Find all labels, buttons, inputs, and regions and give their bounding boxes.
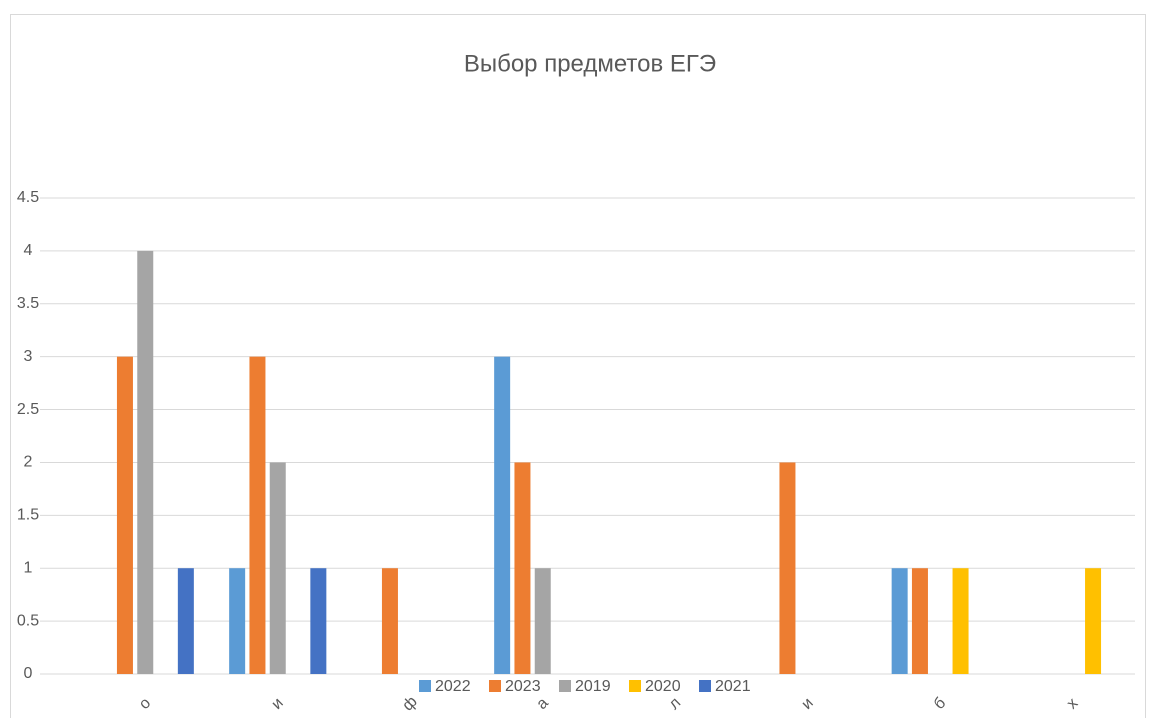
y-tick-label: 0 <box>24 665 33 682</box>
legend-swatch <box>699 680 711 692</box>
bar <box>229 568 246 674</box>
y-tick-label: 1 <box>24 559 33 576</box>
y-tick-label: 4.5 <box>17 189 39 206</box>
bar <box>514 462 531 674</box>
y-tick-label: 3.5 <box>17 295 39 312</box>
legend-label: 2019 <box>575 678 611 695</box>
y-tick-label: 2.5 <box>17 401 39 418</box>
legend-swatch <box>559 680 571 692</box>
y-tick-label: 1.5 <box>17 507 39 524</box>
legend-swatch <box>629 680 641 692</box>
legend-swatch <box>489 680 501 692</box>
bar <box>137 250 154 674</box>
legend-label: 2023 <box>505 678 541 695</box>
bar <box>1085 568 1102 674</box>
bar <box>779 462 796 674</box>
y-tick-label: 2 <box>24 454 33 471</box>
legend-label: 2021 <box>715 678 751 695</box>
chart-title: Выбор предметов ЕГЭ <box>464 50 716 77</box>
bar <box>269 462 286 674</box>
bar <box>381 568 398 674</box>
bar <box>310 568 327 674</box>
y-tick-label: 3 <box>24 348 33 365</box>
bar <box>177 568 194 674</box>
y-tick-label: 0.5 <box>17 612 39 629</box>
bar <box>952 568 969 674</box>
bar <box>891 568 908 674</box>
bar <box>116 356 133 674</box>
legend-label: 2022 <box>435 678 471 695</box>
y-tick-label: 4 <box>24 242 33 259</box>
bar <box>911 568 928 674</box>
bar <box>249 356 266 674</box>
legend-swatch <box>419 680 431 692</box>
bar <box>494 356 511 674</box>
legend-label: 2020 <box>645 678 681 695</box>
bar <box>534 568 551 674</box>
